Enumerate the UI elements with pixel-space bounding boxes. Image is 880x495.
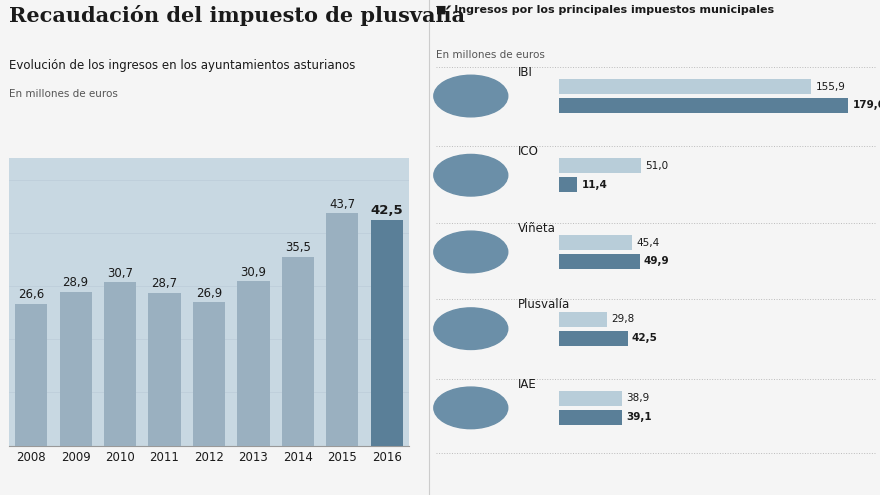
Text: 43,7: 43,7 — [329, 198, 356, 210]
Bar — [238, 281, 269, 446]
Text: 30,9: 30,9 — [240, 265, 267, 279]
Bar — [193, 302, 225, 446]
Text: 30,7: 30,7 — [107, 267, 133, 280]
Text: 26,6: 26,6 — [18, 289, 44, 301]
Text: 29,8: 29,8 — [612, 314, 634, 324]
Bar — [326, 213, 358, 446]
Text: 11,4: 11,4 — [582, 180, 607, 190]
Bar — [104, 282, 136, 446]
Bar — [60, 292, 92, 446]
Text: 28,7: 28,7 — [151, 277, 178, 290]
Text: Viñeta: Viñeta — [517, 222, 555, 235]
Text: 45,4: 45,4 — [636, 238, 660, 248]
Text: 42,5: 42,5 — [370, 204, 403, 217]
Text: En millones de euros: En millones de euros — [9, 89, 118, 99]
Text: 35,5: 35,5 — [285, 241, 311, 254]
Text: 38,9: 38,9 — [626, 394, 649, 403]
Text: Evolución de los ingresos en los ayuntamientos asturianos: Evolución de los ingresos en los ayuntam… — [9, 59, 356, 72]
Text: 39,1: 39,1 — [627, 412, 652, 422]
Text: IBI: IBI — [517, 66, 532, 79]
Text: 28,9: 28,9 — [62, 276, 89, 289]
Text: 26,9: 26,9 — [196, 287, 222, 300]
Text: Recaudación del impuesto de plusvalía: Recaudación del impuesto de plusvalía — [9, 5, 465, 26]
Bar — [15, 304, 47, 446]
Bar — [149, 293, 180, 446]
Text: ICO: ICO — [517, 145, 539, 158]
Text: ■  Ingresos por los principales impuestos municipales: ■ Ingresos por los principales impuestos… — [436, 5, 774, 15]
Text: En millones de euros: En millones de euros — [436, 50, 545, 59]
Text: 49,9: 49,9 — [644, 256, 670, 266]
Text: 51,0: 51,0 — [646, 161, 669, 171]
Text: 155,9: 155,9 — [816, 82, 845, 92]
Bar — [282, 257, 314, 446]
Bar — [371, 220, 403, 446]
Text: IAE: IAE — [517, 378, 536, 391]
Text: 42,5: 42,5 — [632, 333, 658, 343]
Text: 179,0: 179,0 — [853, 100, 880, 110]
Text: Plusvalía: Plusvalía — [517, 298, 569, 311]
